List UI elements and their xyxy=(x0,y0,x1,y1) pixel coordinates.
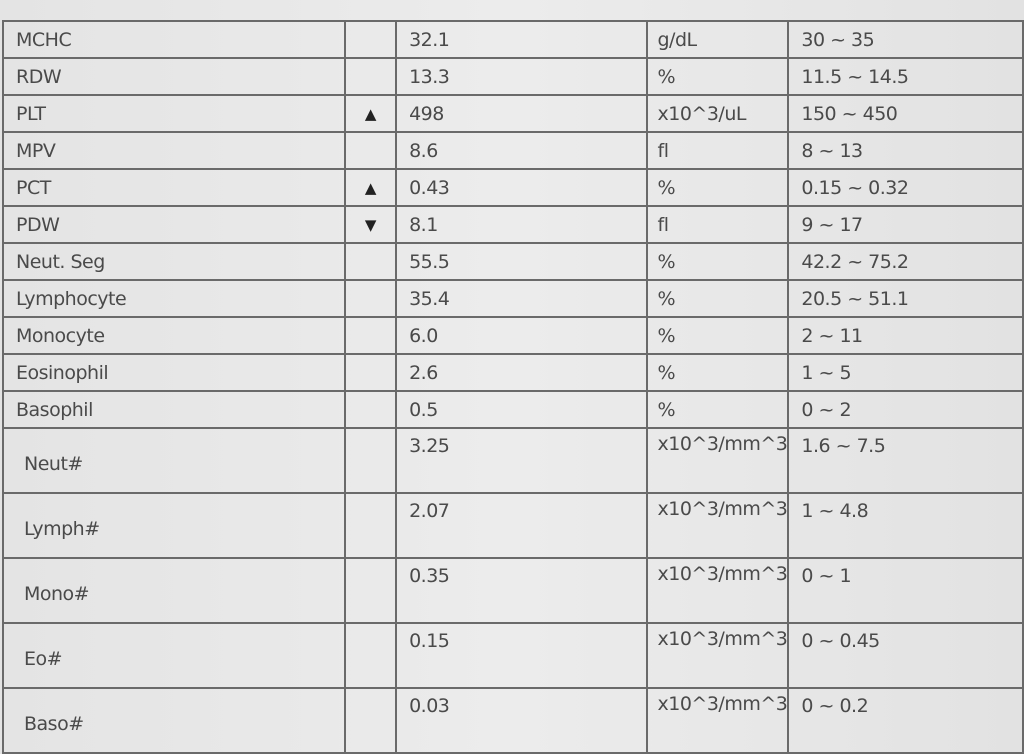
unit: % xyxy=(645,353,790,392)
abnormal-flag xyxy=(343,242,398,281)
arrow-up-icon: ▲ xyxy=(343,94,398,133)
abnormal-flag xyxy=(343,353,398,392)
result-value: 2.6 xyxy=(395,353,648,392)
result-value: 55.5 xyxy=(395,242,648,281)
reference-range: 0 ~ 0.2 xyxy=(787,687,1024,754)
test-name: MPV xyxy=(2,131,346,170)
reference-range: 0 ~ 0.45 xyxy=(787,622,1024,689)
test-name: Lymph# xyxy=(2,492,346,559)
reference-range: 0 ~ 2 xyxy=(787,390,1024,429)
reference-range: 11.5 ~ 14.5 xyxy=(787,57,1024,96)
lab-results-table: MCHC 32.1 g/dL 30 ~ 35 RDW 13.3% 11.5 ~ 14.5 PL… xyxy=(2,20,1024,754)
unit: % xyxy=(645,168,790,207)
result-value: 35.4 xyxy=(395,279,648,318)
result-value: 0.43 xyxy=(395,168,648,207)
table-row: MCHC 32.1 g/dL 30 ~ 35 xyxy=(2,20,1024,59)
result-value: 0.5 xyxy=(395,390,648,429)
abnormal-flag xyxy=(343,390,398,429)
abnormal-flag xyxy=(343,20,398,59)
reference-range: 1.6 ~ 7.5 xyxy=(787,427,1024,494)
table-row: MPV 8.6 fl 8 ~ 13 xyxy=(2,131,1024,170)
table-row: Mono# 0.35 x10^3/mm^3 0 ~ 1 xyxy=(2,557,1024,624)
unit: % xyxy=(645,279,790,318)
unit: x10^3/mm^3 xyxy=(645,687,790,754)
reference-range: 1 ~ 5 xyxy=(787,353,1024,392)
reference-range: 30 ~ 35 xyxy=(787,20,1024,59)
unit: % xyxy=(645,242,790,281)
test-name: Eo# xyxy=(2,622,346,689)
unit: x10^3/mm^3 xyxy=(645,492,790,559)
unit: % xyxy=(645,316,790,355)
abnormal-flag xyxy=(343,57,398,96)
unit: g/dL xyxy=(645,20,790,59)
abnormal-flag xyxy=(343,427,398,494)
result-value: 2.07 xyxy=(395,492,648,559)
test-name: Baso# xyxy=(2,687,346,754)
abnormal-flag xyxy=(343,687,398,754)
test-name: Neut# xyxy=(2,427,346,494)
test-name: RDW xyxy=(2,57,346,96)
test-name: PLT xyxy=(2,94,346,133)
table-row: Eo# 0.15 x10^3/mm^3 0 ~ 0.45 xyxy=(2,622,1024,689)
test-name: Basophil xyxy=(2,390,346,429)
table-row: Neut# 3.25 x10^3/mm^3 1.6 ~ 7.5 xyxy=(2,427,1024,494)
table-row: Baso# 0.03 x10^3/mm^3 0 ~ 0.2 xyxy=(2,687,1024,754)
reference-range: 2 ~ 11 xyxy=(787,316,1024,355)
unit: % xyxy=(645,57,790,96)
test-name: Mono# xyxy=(2,557,346,624)
reference-range: 1 ~ 4.8 xyxy=(787,492,1024,559)
table-row: Lymph# 2.07 x10^3/mm^3 1 ~ 4.8 xyxy=(2,492,1024,559)
unit: x10^3/mm^3 xyxy=(645,622,790,689)
table-row: RDW 13.3% 11.5 ~ 14.5 xyxy=(2,57,1024,96)
abnormal-flag xyxy=(343,131,398,170)
arrow-up-icon: ▲ xyxy=(343,168,398,207)
unit: x10^3/uL xyxy=(645,94,790,133)
result-value: 0.35 xyxy=(395,557,648,624)
result-value: 3.25 xyxy=(395,427,648,494)
table-row: PDW ▼ 8.1 fl 9 ~ 17 xyxy=(2,205,1024,244)
unit: fl xyxy=(645,205,790,244)
arrow-down-icon: ▼ xyxy=(343,205,398,244)
result-value: 6.0 xyxy=(395,316,648,355)
reference-range: 20.5 ~ 51.1 xyxy=(787,279,1024,318)
result-value: 0.15 xyxy=(395,622,648,689)
reference-range: 0 ~ 1 xyxy=(787,557,1024,624)
result-value: 32.1 xyxy=(395,20,648,59)
unit: x10^3/mm^3 xyxy=(645,427,790,494)
abnormal-flag xyxy=(343,557,398,624)
table-row: Monocyte 6.0% 2 ~ 11 xyxy=(2,316,1024,355)
table-row: PLT ▲ 498 x10^3/uL 150 ~ 450 xyxy=(2,94,1024,133)
result-value: 8.6 xyxy=(395,131,648,170)
reference-range: 9 ~ 17 xyxy=(787,205,1024,244)
abnormal-flag xyxy=(343,279,398,318)
result-value: 498 xyxy=(395,94,648,133)
result-value: 13.3 xyxy=(395,57,648,96)
test-name: Neut. Seg xyxy=(2,242,346,281)
table-row: Basophil 0.5% 0 ~ 2 xyxy=(2,390,1024,429)
lab-results-sheet: MCHC 32.1 g/dL 30 ~ 35 RDW 13.3% 11.5 ~ 14.5 PL… xyxy=(2,20,1024,754)
test-name: Monocyte xyxy=(2,316,346,355)
test-name: Eosinophil xyxy=(2,353,346,392)
reference-range: 0.15 ~ 0.32 xyxy=(787,168,1024,207)
abnormal-flag xyxy=(343,492,398,559)
table-row: Neut. Seg 55.5% 42.2 ~ 75.2 xyxy=(2,242,1024,281)
reference-range: 42.2 ~ 75.2 xyxy=(787,242,1024,281)
reference-range: 150 ~ 450 xyxy=(787,94,1024,133)
unit: x10^3/mm^3 xyxy=(645,557,790,624)
table-row: PCT ▲ 0.43% 0.15 ~ 0.32 xyxy=(2,168,1024,207)
test-name: MCHC xyxy=(2,20,346,59)
unit: fl xyxy=(645,131,790,170)
test-name: Lymphocyte xyxy=(2,279,346,318)
table-row: Lymphocyte 35.4% 20.5 ~ 51.1 xyxy=(2,279,1024,318)
abnormal-flag xyxy=(343,622,398,689)
unit: % xyxy=(645,390,790,429)
result-value: 0.03 xyxy=(395,687,648,754)
abnormal-flag xyxy=(343,316,398,355)
table-row: Eosinophil 2.6% 1 ~ 5 xyxy=(2,353,1024,392)
test-name: PCT xyxy=(2,168,346,207)
reference-range: 8 ~ 13 xyxy=(787,131,1024,170)
test-name: PDW xyxy=(2,205,346,244)
result-value: 8.1 xyxy=(395,205,648,244)
